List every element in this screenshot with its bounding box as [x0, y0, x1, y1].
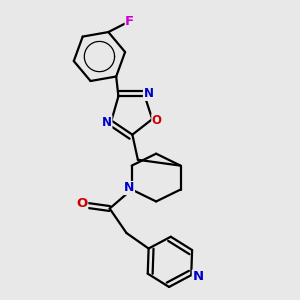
Text: N: N — [192, 270, 203, 283]
Text: O: O — [152, 114, 162, 127]
Text: N: N — [124, 182, 134, 194]
Text: N: N — [102, 116, 112, 129]
Text: F: F — [125, 16, 134, 28]
Text: O: O — [76, 197, 88, 210]
Text: N: N — [143, 87, 154, 101]
